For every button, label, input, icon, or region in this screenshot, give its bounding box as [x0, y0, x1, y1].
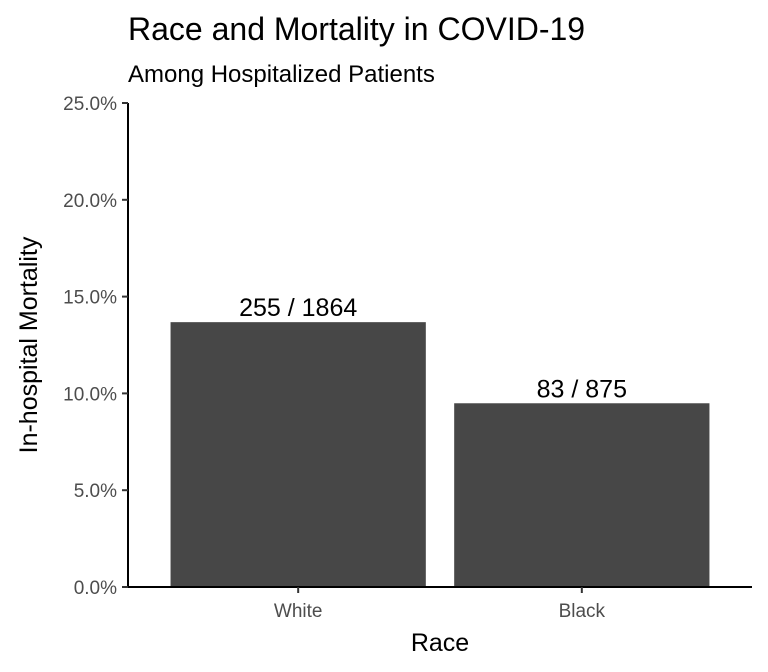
y-tick-label: 25.0% — [63, 94, 117, 115]
x-axis-title: Race — [411, 629, 469, 657]
y-tick-label: 10.0% — [63, 384, 117, 405]
y-axis-ticks: 0.0% 5.0% 10.0% 15.0% 20.0% 25.0% — [63, 94, 128, 599]
y-tick-label: 15.0% — [63, 288, 117, 309]
y-tick-label: 20.0% — [63, 191, 117, 212]
x-axis-ticks: White Black — [274, 587, 606, 622]
bars-group — [170, 322, 710, 587]
data-label-black: 83 / 875 — [537, 375, 627, 403]
data-label-white: 255 / 1864 — [239, 294, 357, 322]
y-tick-label: 5.0% — [74, 481, 117, 502]
x-tick-label-black: Black — [559, 601, 606, 622]
chart-subtitle: Among Hospitalized Patients — [128, 61, 435, 88]
y-axis-title: In-hospital Mortality — [15, 236, 43, 453]
x-tick-label-white: White — [274, 601, 323, 622]
bar-white — [170, 322, 426, 587]
bar-black — [454, 403, 710, 587]
data-labels-group: 255 / 1864 83 / 875 — [239, 294, 627, 403]
chart-title: Race and Mortality in COVID-19 — [128, 11, 585, 47]
y-tick-label: 0.0% — [74, 578, 117, 599]
